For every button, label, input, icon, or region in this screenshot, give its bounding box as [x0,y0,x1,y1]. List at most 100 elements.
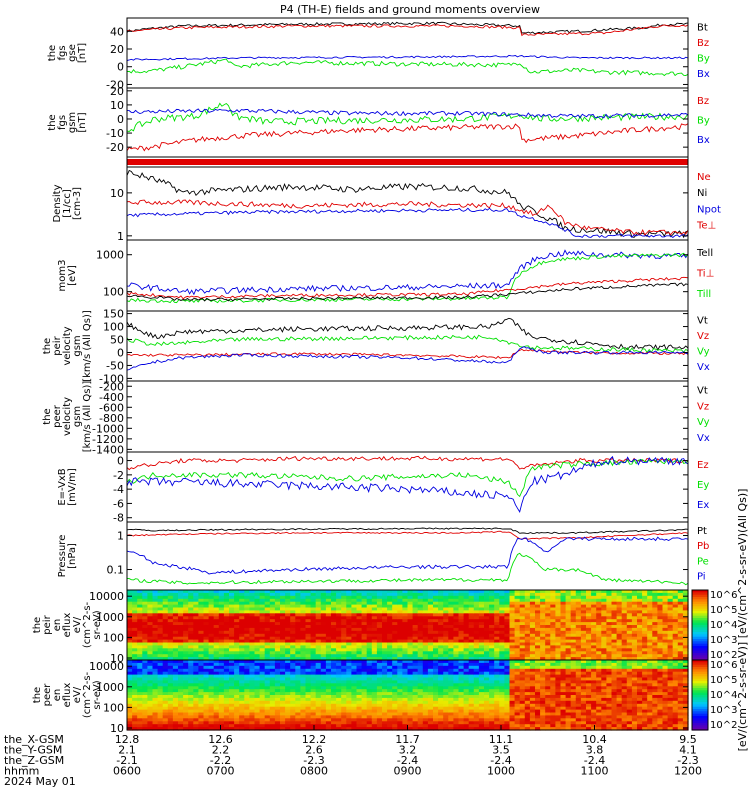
spectrogram-cell [494,651,500,655]
y-tick-label: -2 [113,469,124,482]
spectrogram-cell [331,697,337,702]
spectrogram-cell [596,613,602,617]
spectrogram-cell [269,590,276,594]
spectrogram-cell [172,683,179,687]
spectrogram-cell [494,712,500,716]
spectrogram-cell [621,590,628,594]
spectrogram-cell [570,604,577,609]
spectrogram-cell [427,703,434,708]
spectrogram-cell [402,642,409,646]
spectrogram-cell [545,607,551,611]
spectrogram-cell [453,709,460,714]
spectrogram-cell [540,654,546,658]
spectrogram-cell [529,689,536,693]
spectrogram-cell [341,604,347,609]
spectrogram-cell [183,692,189,696]
spectrogram-cell [453,616,460,620]
spectrogram-cell [331,604,337,609]
spectrogram-cell [535,619,541,623]
spectrogram-cell [147,595,154,600]
spectrogram-cell [529,677,536,681]
spectrogram-cell [524,645,531,649]
spectrogram-cell [244,622,250,626]
spectrogram-cell [361,619,368,623]
spectrogram-cell [264,651,271,655]
spectrogram-cell [280,604,286,609]
spectrogram-cell [371,683,378,687]
spectrogram-cell [371,689,378,693]
spectrogram-cell [621,598,628,603]
spectrogram-cell [213,645,220,649]
spectrogram-cell [351,636,358,641]
spectrogram-cell [407,674,414,679]
spectrogram-cell [575,590,582,594]
spectrogram-cell [657,630,664,635]
spectrogram-cell [331,645,337,649]
spectrogram-cell [540,703,546,708]
spectrogram-cell [213,610,220,614]
spectrogram-cell [499,642,505,646]
spectrogram-cell [244,616,250,620]
spectrogram-cell [147,619,154,623]
spectrogram-cell [519,683,526,687]
spectrogram-cell [366,671,373,676]
spectrogram-cell [305,662,312,667]
y-axis-label: Pressure [57,535,68,578]
spectrogram-cell [351,627,358,632]
spectrogram-cell [305,610,312,614]
spectrogram-cell [672,657,679,661]
spectrogram-cell [443,660,449,664]
spectrogram-cell [402,715,409,719]
spectrogram-cell [621,633,628,638]
spectrogram-cell [137,622,143,626]
spectrogram-cell [433,665,439,670]
spectrogram-cell [514,683,521,687]
spectrogram-cell [443,648,449,652]
spectrogram-cell [162,692,169,696]
spectrogram-cell [290,642,296,646]
spectrogram-cell [662,613,669,617]
spectrogram-cell [535,697,541,702]
spectrogram-cell [203,680,210,684]
spectrogram-cell [371,697,378,702]
spectrogram-cell [427,683,434,687]
spectrogram-cell [213,604,220,609]
spectrogram-cell [494,692,500,696]
spectrogram-cell [392,619,398,623]
spectrogram-cell [162,671,169,676]
spectrogram-cell [285,668,291,673]
spectrogram-cell [535,657,541,661]
spectrogram-cell [565,697,572,702]
spectrogram-cell [489,625,495,629]
spectrogram-cell [514,665,521,670]
spectrogram-cell [320,712,327,716]
spectrogram-cell [443,674,449,679]
spectrogram-cell [555,636,562,641]
spectrogram-cell [376,703,383,708]
spectrogram-cell [325,724,332,728]
spectrogram-cell [366,642,373,646]
spectrogram-cell [422,718,429,722]
spectrogram-cell [254,721,261,725]
spectrogram-cell [392,622,398,626]
spectrogram-cell [387,700,393,705]
spectrogram-cell [172,660,179,664]
spectrogram-cell [336,677,342,681]
spectrogram-cell [162,636,169,641]
spectrogram-cell [453,619,460,623]
spectrogram-cell [677,651,684,655]
spectrogram-cell [621,622,628,626]
y-axis-label: the [42,338,53,354]
spectrogram-cell [198,595,205,600]
spectrogram-cell [387,677,393,681]
spectrogram-cell [198,625,205,629]
spectrogram-cell [274,592,281,597]
spectrogram-cell [484,706,490,711]
spectrogram-cell [157,645,164,649]
spectrogram-cell [570,668,577,673]
spectrogram-cell [157,724,164,728]
spectrogram-cell [178,662,184,667]
spectrogram-cell [218,613,225,617]
spectrogram-cell [565,601,572,606]
spectrogram-cell [489,680,495,684]
